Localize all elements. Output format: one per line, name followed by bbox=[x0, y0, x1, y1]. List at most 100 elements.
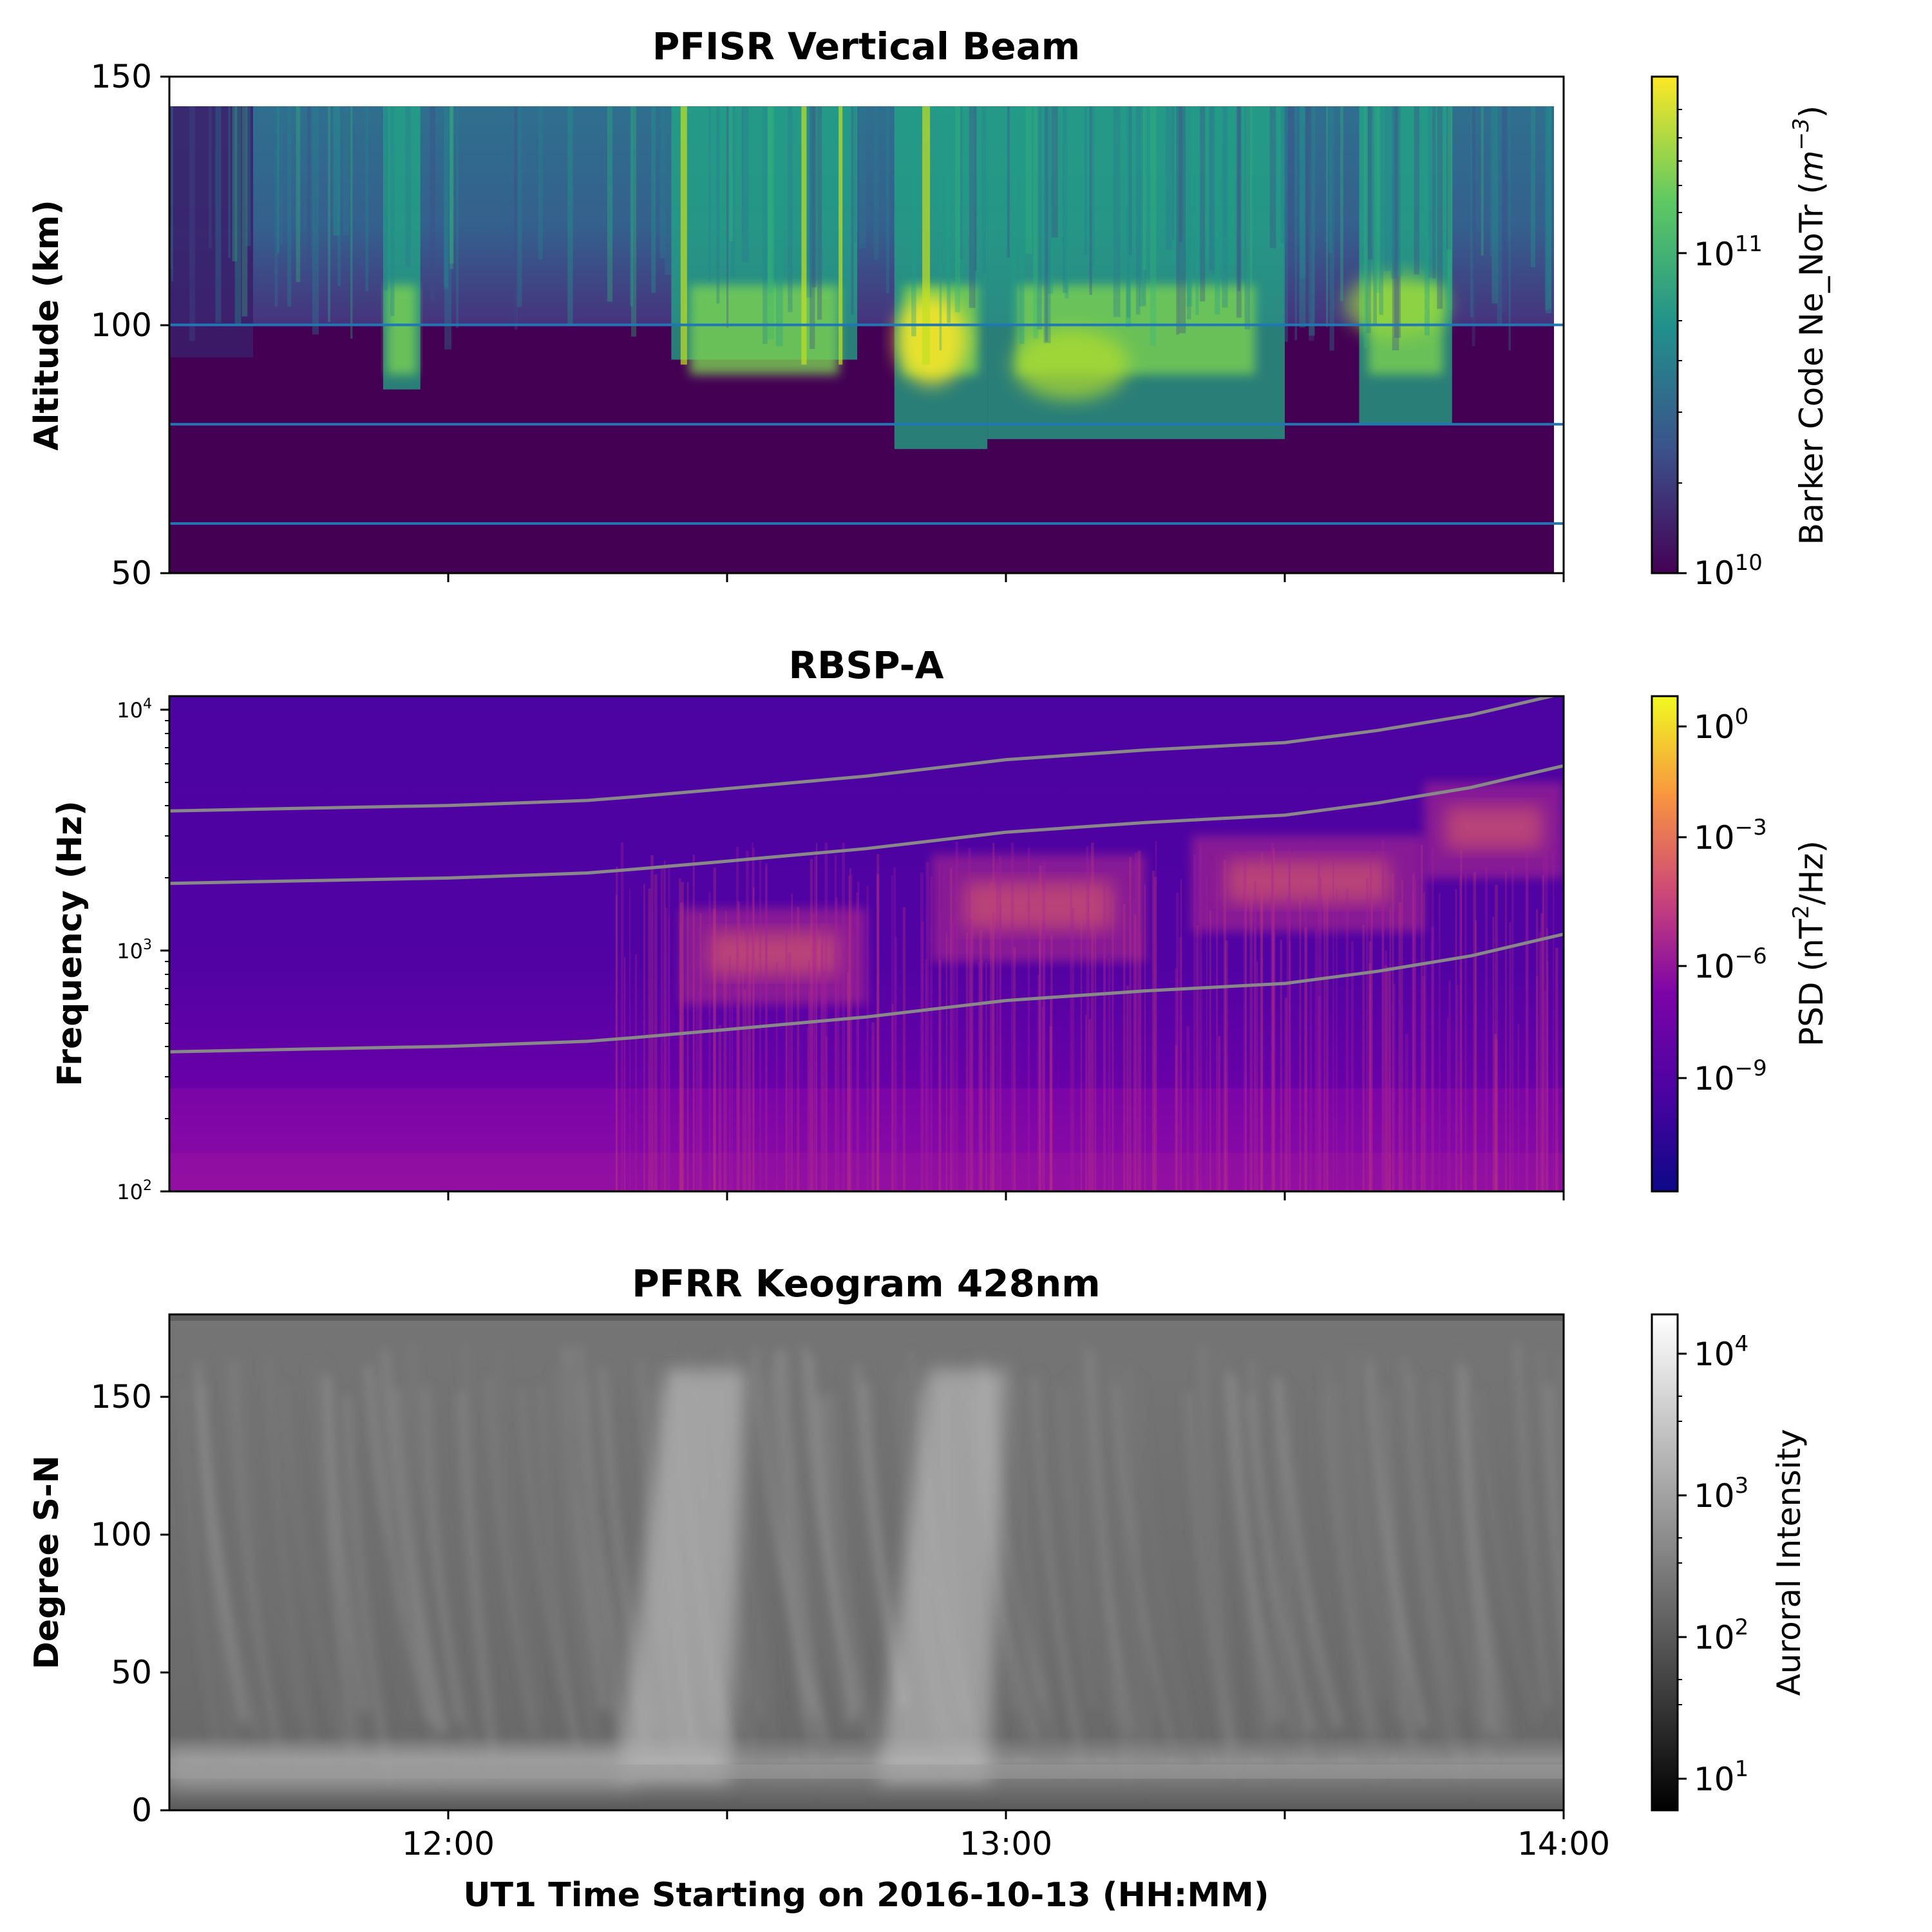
rbsp-texture-streak bbox=[810, 858, 813, 1191]
pfisr-texture-streak bbox=[1171, 106, 1175, 240]
pfisr-texture-streak bbox=[1047, 106, 1054, 294]
pfisr-texture-streak bbox=[1176, 106, 1179, 335]
pfisr-texture-streak bbox=[1326, 106, 1329, 327]
rbsp-chorus-core-3 bbox=[1444, 806, 1543, 849]
rbsp-texture-streak bbox=[1249, 865, 1253, 1191]
rbsp-texture-streak bbox=[847, 972, 849, 1191]
rbsp-texture-streak bbox=[1473, 872, 1477, 1191]
rbsp-texture-streak bbox=[1273, 848, 1275, 1191]
rbsp-texture-streak bbox=[1175, 968, 1179, 1191]
rbsp-texture-streak bbox=[1485, 866, 1488, 1191]
pfisr-texture-streak bbox=[810, 106, 815, 349]
rbsp-texture-streak bbox=[849, 868, 851, 1191]
pfisr-texture-streak bbox=[307, 106, 311, 267]
pfisr-texture-streak bbox=[741, 106, 744, 236]
pfisr-texture-streak bbox=[277, 106, 279, 253]
rbsp-texture-streak bbox=[615, 895, 618, 1191]
keogram-texture-streak bbox=[1185, 1391, 1237, 1777]
pfisr-ytick-100: 100 bbox=[91, 307, 152, 344]
pfisr-texture-streak bbox=[954, 106, 961, 312]
rbsp-y-ticks: 102 103 104 bbox=[117, 696, 169, 1204]
rbsp-texture-streak bbox=[985, 963, 987, 1191]
keogram-texture-streak bbox=[1546, 1384, 1564, 1657]
rbsp-texture-streak bbox=[1042, 922, 1046, 1191]
pfisr-texture-streak bbox=[1299, 106, 1306, 328]
pfisr-texture-streak bbox=[443, 106, 448, 287]
rbsp-texture-streak bbox=[1401, 880, 1403, 1191]
rbsp-texture-streak bbox=[1362, 924, 1365, 1191]
pfisr-texture-streak bbox=[1428, 106, 1432, 278]
pfisr-texture-streak bbox=[1437, 106, 1443, 309]
keogram-texture-streak bbox=[322, 1373, 356, 1758]
rbsp-texture-streak bbox=[925, 959, 927, 1191]
rbsp-texture-streak bbox=[664, 860, 666, 1191]
rbsp-texture-streak bbox=[634, 954, 638, 1191]
rbsp-texture-streak bbox=[648, 888, 651, 1191]
keogram-texture-streak bbox=[279, 1384, 350, 1759]
rbsp-texture-streak bbox=[1314, 929, 1318, 1191]
pfisr-texture-streak bbox=[806, 106, 812, 298]
pfisr-texture-streak bbox=[1544, 106, 1549, 310]
rbsp-texture-streak bbox=[1103, 943, 1106, 1191]
rbsp-texture-streak bbox=[1280, 940, 1282, 1191]
rbsp-texture-streak bbox=[1336, 889, 1338, 1191]
pfisr-texture-streak bbox=[1384, 106, 1391, 271]
pfisr-texture-streak bbox=[665, 106, 672, 275]
pfisr-texture-streak bbox=[768, 106, 773, 294]
rbsp-cbar-tick-1e-6: 10−6 bbox=[1694, 943, 1767, 985]
rbsp-texture-streak bbox=[713, 909, 716, 1191]
keogram-texture-streak bbox=[1005, 1356, 1063, 1772]
pfisr-texture-streak bbox=[1390, 106, 1396, 263]
pfisr-texture-streak bbox=[1150, 106, 1157, 346]
pfisr-texture-streak bbox=[1025, 106, 1032, 254]
rbsp-texture-streak bbox=[1013, 947, 1016, 1191]
pfisr-texture-streak bbox=[1142, 106, 1145, 305]
rbsp-texture-streak bbox=[1261, 852, 1263, 1191]
rbsp-texture-streak bbox=[1412, 874, 1414, 1191]
keogram-texture-streak bbox=[828, 1392, 874, 1743]
keogram-texture-streak bbox=[1457, 1396, 1489, 1732]
rbsp-texture-streak bbox=[624, 957, 626, 1191]
rbsp-texture-streak bbox=[1446, 1017, 1449, 1191]
pfisr-texture-streak bbox=[1446, 106, 1452, 250]
rbsp-texture-streak bbox=[813, 913, 816, 1191]
rbsp-texture-streak bbox=[965, 932, 969, 1191]
rbsp-texture-streak bbox=[1144, 884, 1146, 1191]
pfisr-bright-streak-2 bbox=[838, 106, 843, 365]
rbsp-texture-streak bbox=[1037, 974, 1041, 1191]
rbsp-texture-streak bbox=[718, 1025, 722, 1191]
rbsp-texture-streak bbox=[1387, 967, 1390, 1191]
pfisr-texture-streak bbox=[234, 106, 242, 326]
rbsp-texture-streak bbox=[620, 842, 624, 1191]
keogram-texture-streak bbox=[424, 1386, 461, 1723]
pfisr-texture-streak bbox=[449, 106, 454, 264]
rbsp-texture-streak bbox=[1039, 942, 1041, 1191]
rbsp-texture-streak bbox=[723, 970, 726, 1191]
pfisr-texture-streak bbox=[1365, 106, 1371, 334]
rbsp-texture-streak bbox=[737, 902, 740, 1191]
rbsp-texture-streak bbox=[1133, 914, 1137, 1191]
pfisr-texture-streak bbox=[1215, 106, 1220, 315]
pfisr-texture-streak bbox=[296, 106, 301, 282]
pfisr-texture-streak bbox=[1186, 106, 1193, 307]
pfisr-texture-streak bbox=[1045, 106, 1048, 342]
pfisr-texture-streak bbox=[811, 106, 817, 287]
pfisr-texture-streak bbox=[1392, 106, 1399, 350]
keogram-colorbar-ticks: 104 103 102 101 bbox=[1678, 1331, 1748, 1798]
rbsp-texture-streak bbox=[1260, 886, 1264, 1191]
rbsp-texture-streak bbox=[1421, 845, 1423, 1191]
pfisr-event-2 bbox=[894, 106, 988, 450]
rbsp-texture-streak bbox=[728, 955, 731, 1191]
rbsp-texture-streak bbox=[1366, 877, 1369, 1191]
keogram-texture-streak bbox=[811, 1394, 863, 1703]
keogram-texture-streak bbox=[1057, 1383, 1097, 1707]
xtick-1400: 14:00 bbox=[1517, 1825, 1610, 1862]
pfisr-texture-streak bbox=[939, 106, 942, 351]
keogram-texture-streak bbox=[1126, 1367, 1157, 1777]
rbsp-texture-streak bbox=[700, 954, 703, 1191]
pfisr-texture-streak bbox=[726, 106, 729, 328]
keogram-cbar-tick-1e4: 104 bbox=[1694, 1331, 1748, 1373]
pfisr-texture-streak bbox=[343, 106, 350, 236]
rbsp-texture-streak bbox=[1137, 850, 1141, 1191]
pfisr-texture-streak bbox=[1447, 106, 1453, 310]
